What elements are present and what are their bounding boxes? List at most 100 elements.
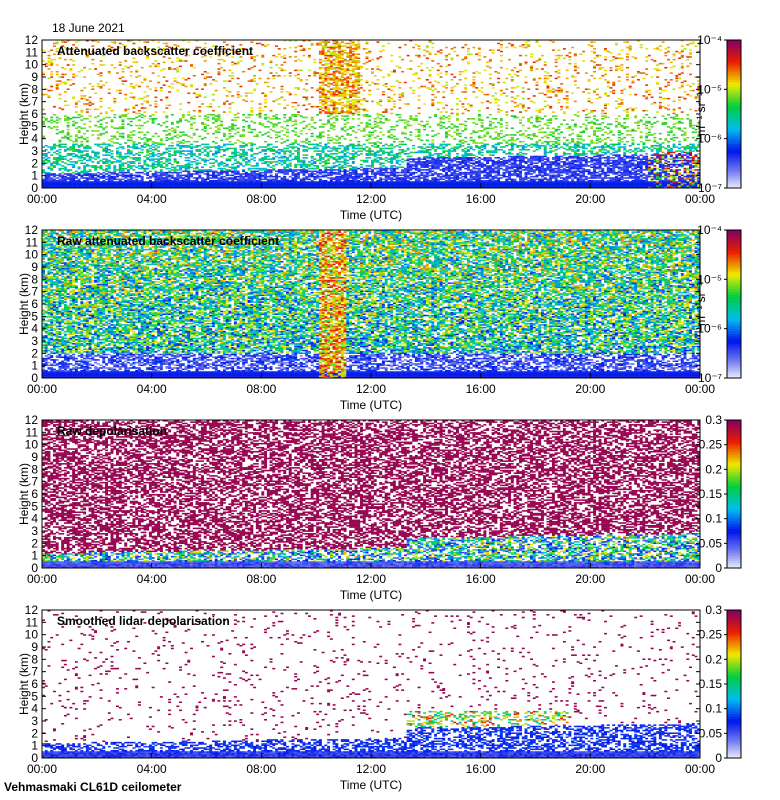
heatmap-cell — [305, 186, 309, 189]
heatmap-cell — [428, 162, 432, 164]
heatmap-cell — [58, 131, 62, 134]
heatmap-cell — [47, 57, 51, 60]
heatmap-cell — [233, 62, 237, 65]
heatmap-cell — [417, 87, 421, 89]
heatmap-cell — [85, 108, 89, 111]
heatmap-cell — [58, 148, 62, 151]
heatmap-cell — [173, 77, 177, 80]
heatmap-cell — [431, 159, 435, 162]
heatmap-cell — [190, 163, 193, 166]
heatmap-cell — [83, 179, 87, 182]
heatmap-cell — [77, 159, 81, 162]
heatmap-cell — [354, 68, 358, 70]
heatmap-cell — [324, 112, 328, 115]
heatmap-cell — [398, 99, 402, 101]
heatmap-cell — [181, 60, 185, 62]
heatmap-cell — [151, 186, 155, 189]
heatmap-cell — [434, 167, 437, 170]
heatmap-cell — [376, 124, 380, 127]
heatmap-cell — [439, 120, 443, 123]
heatmap-cell — [390, 136, 394, 139]
heatmap-cell — [398, 46, 402, 49]
heatmap-cell — [66, 64, 70, 66]
heatmap-cell — [102, 183, 106, 186]
heatmap-cell — [179, 186, 183, 189]
heatmap-cell — [121, 135, 125, 138]
heatmap-cell — [231, 177, 235, 179]
heatmap-cell — [225, 159, 229, 162]
heatmap-cell — [351, 167, 355, 170]
heatmap-cell — [324, 143, 328, 146]
heatmap-cell — [371, 58, 374, 61]
heatmap-cell — [395, 159, 399, 162]
heatmap-cell — [225, 171, 229, 174]
heatmap-cell — [132, 147, 136, 150]
heatmap-cell — [390, 150, 394, 152]
heatmap-cell — [384, 119, 388, 121]
heatmap-cell — [143, 122, 147, 124]
heatmap-cell — [74, 138, 78, 140]
heatmap-cell — [321, 60, 325, 62]
heatmap-cell — [242, 178, 246, 181]
heatmap-cell — [80, 140, 84, 143]
heatmap-cell — [332, 178, 336, 181]
heatmap-cell — [154, 163, 158, 166]
heatmap-cell — [110, 119, 114, 121]
heatmap-cell — [387, 88, 391, 90]
heatmap-cell — [96, 155, 100, 158]
heatmap-cell — [126, 161, 130, 163]
heatmap-cell — [379, 120, 383, 123]
heatmap-cell — [140, 131, 144, 134]
heatmap-cell — [214, 182, 218, 185]
heatmap-cell — [72, 64, 76, 66]
heatmap-cell — [431, 103, 435, 105]
heatmap-cell — [118, 174, 122, 177]
heatmap-cell — [412, 151, 416, 154]
heatmap-cell — [354, 179, 358, 182]
heatmap-cell — [340, 161, 344, 163]
heatmap-cell — [387, 178, 391, 181]
heatmap-cell — [286, 166, 289, 169]
heatmap-cell — [239, 181, 243, 183]
heatmap-cell — [321, 52, 325, 54]
heatmap-cell — [307, 123, 311, 125]
heatmap-cell — [58, 163, 62, 166]
heatmap-cell — [321, 73, 325, 76]
heatmap-cell — [80, 144, 84, 147]
heatmap-cell — [349, 40, 353, 42]
heatmap-cell — [211, 173, 215, 175]
heatmap-cell — [52, 185, 56, 187]
heatmap-cell — [365, 81, 369, 84]
heatmap-cell — [135, 175, 139, 178]
heatmap-cell — [321, 179, 325, 182]
heatmap-cell — [217, 171, 221, 174]
heatmap-cell — [126, 148, 130, 151]
heatmap-cell — [346, 170, 350, 173]
heatmap-cell — [135, 84, 139, 86]
heatmap-cell — [157, 158, 161, 160]
heatmap-cell — [420, 162, 424, 164]
heatmap-cell — [340, 181, 344, 183]
heatmap-cell — [118, 146, 122, 148]
heatmap-cell — [42, 157, 45, 159]
heatmap-cell — [176, 89, 180, 92]
heatmap-cell — [83, 181, 87, 183]
heatmap-cell — [231, 64, 235, 66]
heatmap-cell — [269, 66, 273, 69]
heatmap-cell — [387, 130, 391, 132]
heatmap-cell — [132, 177, 136, 179]
heatmap-cell — [173, 159, 177, 162]
heatmap-cell — [392, 170, 396, 173]
heatmap-cell — [321, 87, 325, 89]
heatmap-cell — [381, 151, 385, 154]
heatmap-cell — [362, 183, 366, 186]
heatmap-cell — [244, 92, 248, 95]
heatmap-cell — [340, 107, 344, 109]
heatmap-cell — [349, 50, 353, 53]
heatmap-cell — [154, 181, 158, 183]
heatmap-cell — [173, 151, 177, 154]
heatmap-cell — [203, 77, 207, 80]
heatmap-cell — [327, 68, 331, 70]
heatmap-cell — [428, 186, 432, 189]
heatmap-cell — [398, 143, 402, 146]
